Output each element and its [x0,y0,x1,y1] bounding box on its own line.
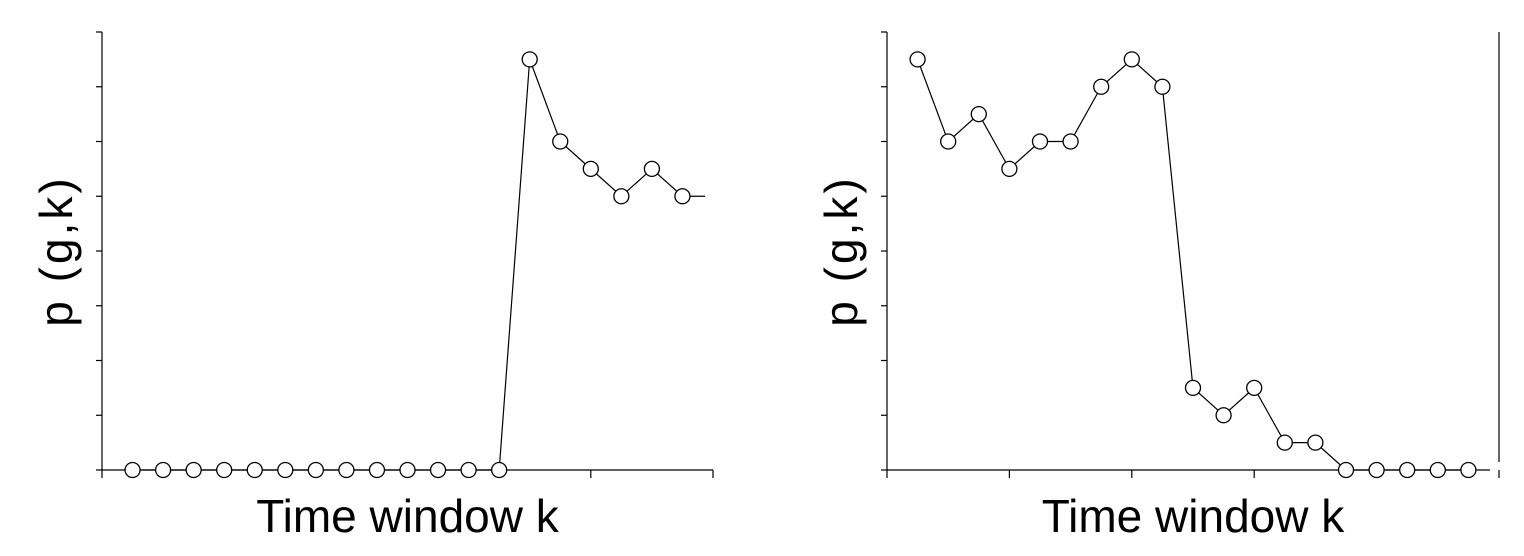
data-point [970,105,987,123]
data-point [909,51,926,68]
data-point [582,160,599,178]
data-point [521,51,538,68]
data-point [154,461,172,479]
data-point [674,188,691,205]
data-point [490,461,508,479]
data-point [307,461,325,479]
data-point [1460,461,1477,479]
data-point [1031,133,1049,150]
data-point [246,461,263,479]
data-point [1429,461,1446,479]
data-point [399,461,416,479]
y-axis-label: p (g,k) [30,175,82,326]
data-point [338,461,355,479]
data-point [429,461,447,479]
chart-panel-2: Time window k p (g,k) [815,31,1500,542]
data-point [552,133,569,150]
data-point [1399,461,1416,479]
data-point [368,461,386,479]
data-point [1368,461,1385,479]
series-line-1 [917,58,1469,471]
data-point [1062,133,1079,150]
chart-panel-1: Time window k p (g,k) [30,31,714,542]
series-line-1 [132,59,705,471]
data-point [1184,379,1202,397]
data-point [1307,434,1324,451]
data-point [940,133,957,150]
data-point [1276,434,1293,451]
data-point [1246,379,1263,397]
data-point [613,188,630,205]
data-point [1215,407,1232,424]
data-point [1154,78,1171,95]
data-point [185,461,202,479]
data-point [1337,461,1355,479]
data-point [460,461,477,479]
data-point [1123,51,1140,68]
data-point [216,461,233,479]
x-axis-label: Time window k [1042,490,1345,542]
data-point [1001,160,1018,178]
data-point [1093,78,1110,95]
data-point [124,461,141,479]
data-point [277,461,294,479]
data-point [643,160,661,178]
y-axis-label: p (g,k) [815,175,867,326]
x-axis-label: Time window k [256,490,559,542]
